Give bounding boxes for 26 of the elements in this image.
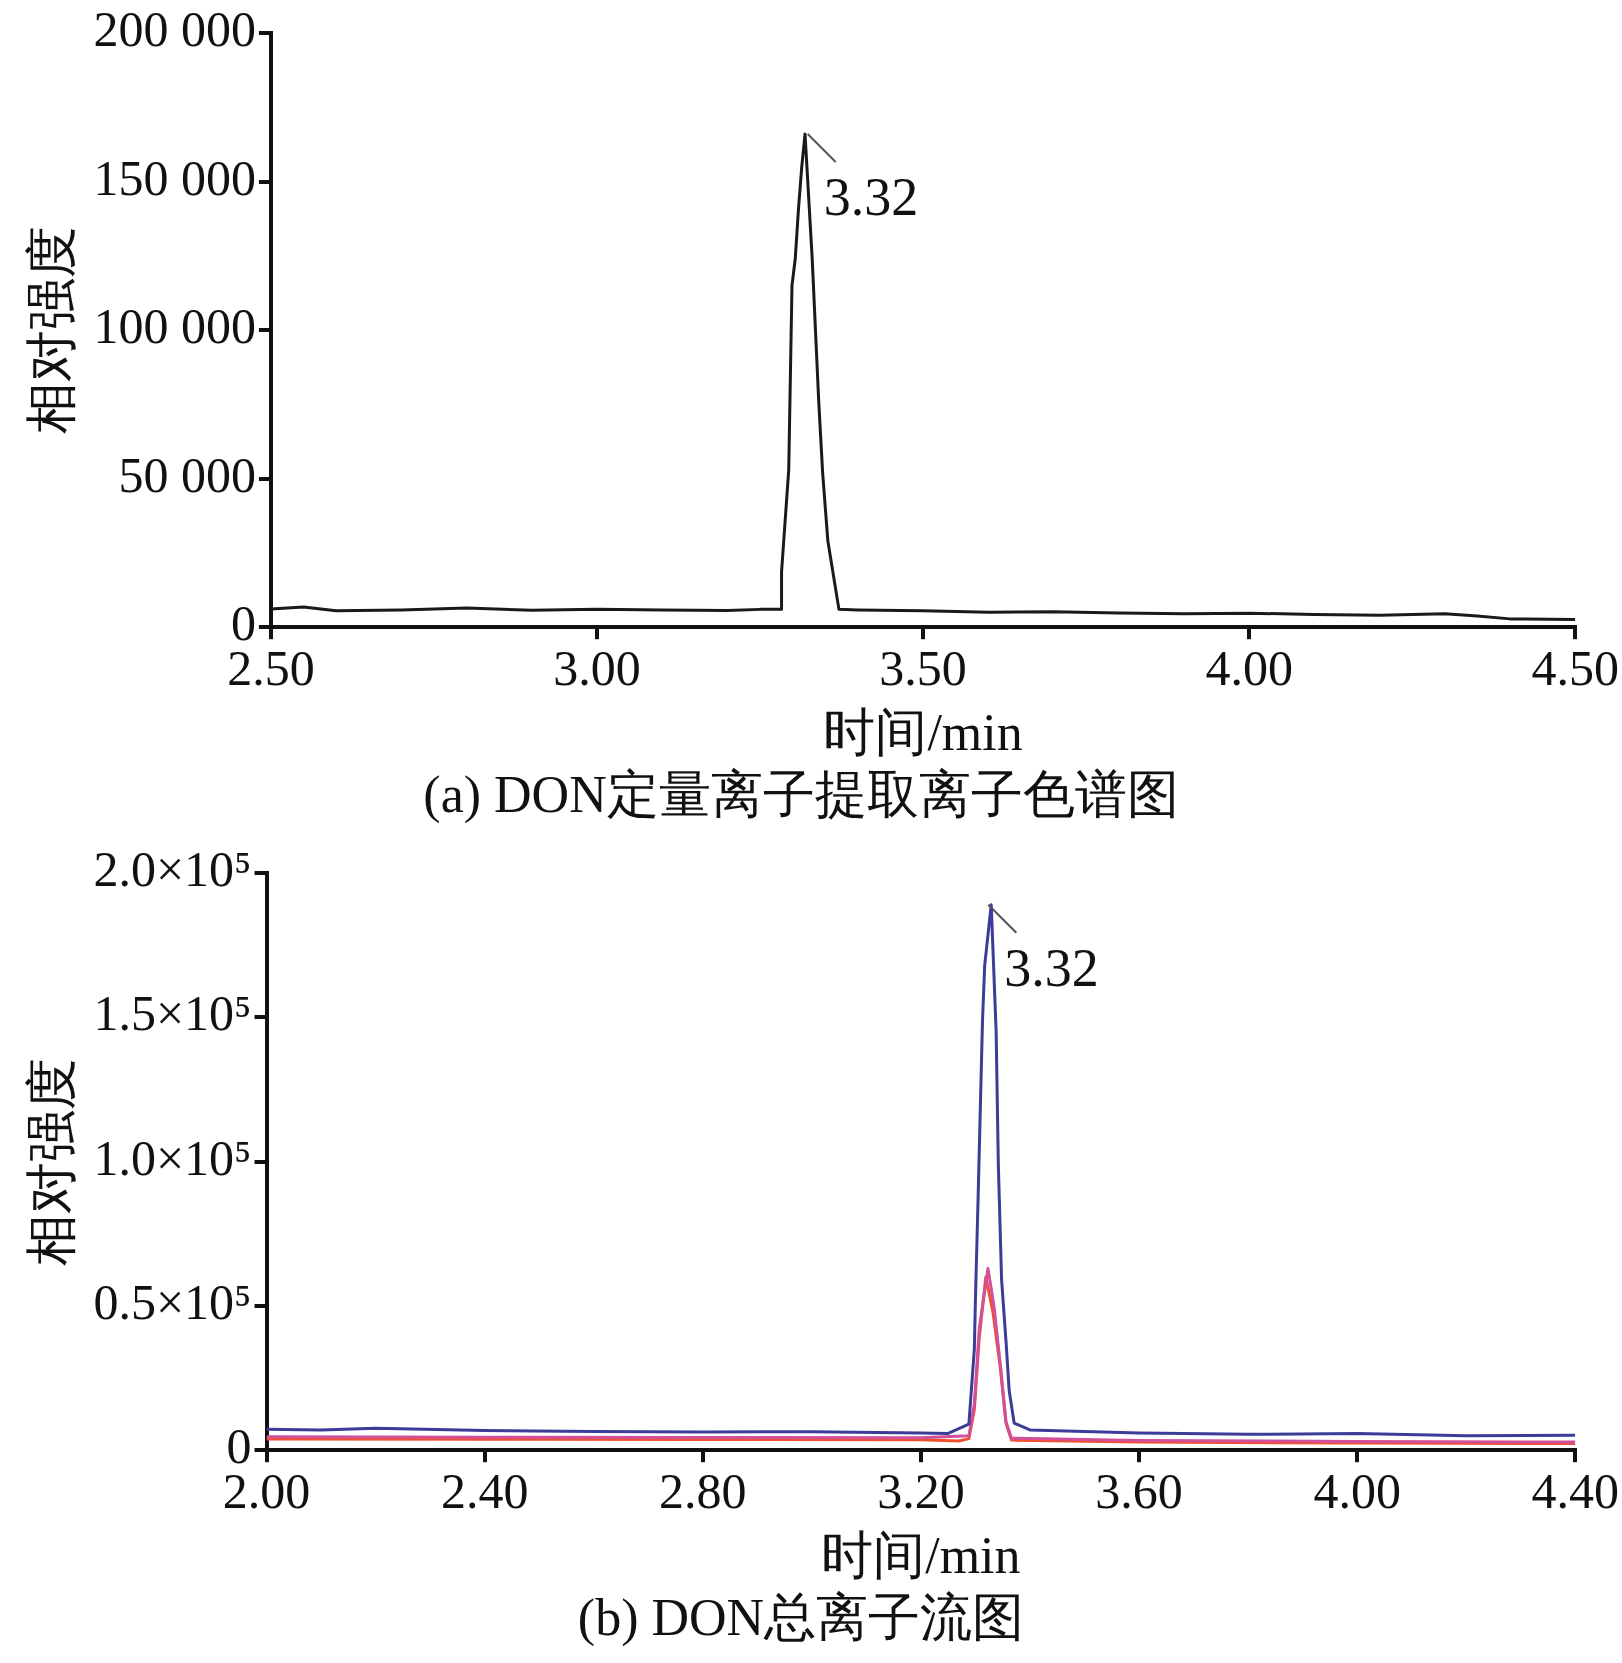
- x-tick-label: 3.60: [1095, 1463, 1183, 1520]
- x-tick-label: 4.00: [1205, 640, 1293, 697]
- x-axis-title: 时间/min: [823, 704, 1023, 762]
- x-tick-label: 4.00: [1313, 1463, 1401, 1520]
- x-tick-label: 4.50: [1531, 640, 1619, 697]
- x-tick-label: 2.40: [440, 1463, 529, 1520]
- y-tick-label: 0.5×10⁵: [93, 1274, 252, 1331]
- y-tick-label: 200 000: [93, 1, 256, 58]
- x-tick-label: 3.50: [879, 640, 967, 697]
- x-tick-label: 3.00: [553, 640, 641, 697]
- y-tick-label: 150 000: [93, 149, 256, 206]
- annotation: 3.32: [823, 167, 919, 228]
- y-axis-title: 相对强度: [22, 226, 80, 435]
- y-tick-label: 50 000: [118, 446, 256, 503]
- y-axis-title: 相对强度: [22, 1057, 80, 1266]
- y-tick-label: 1.0×10⁵: [93, 1129, 252, 1186]
- y-tick-label: 2.0×10⁵: [93, 841, 252, 898]
- annotation: 3.32: [1004, 937, 1099, 998]
- x-tick-label: 2.80: [659, 1463, 747, 1520]
- y-tick-label: 1.5×10⁵: [93, 985, 252, 1042]
- x-tick-label: 3.20: [877, 1463, 965, 1520]
- text: (a) DON定量离子提取离子色谱图: [423, 766, 1179, 825]
- text: (b) DON总离子流图: [577, 1589, 1025, 1648]
- x-axis-title: 时间/min: [821, 1527, 1021, 1585]
- y-tick-label: 100 000: [93, 298, 256, 355]
- x-tick-label: 4.40: [1531, 1463, 1619, 1520]
